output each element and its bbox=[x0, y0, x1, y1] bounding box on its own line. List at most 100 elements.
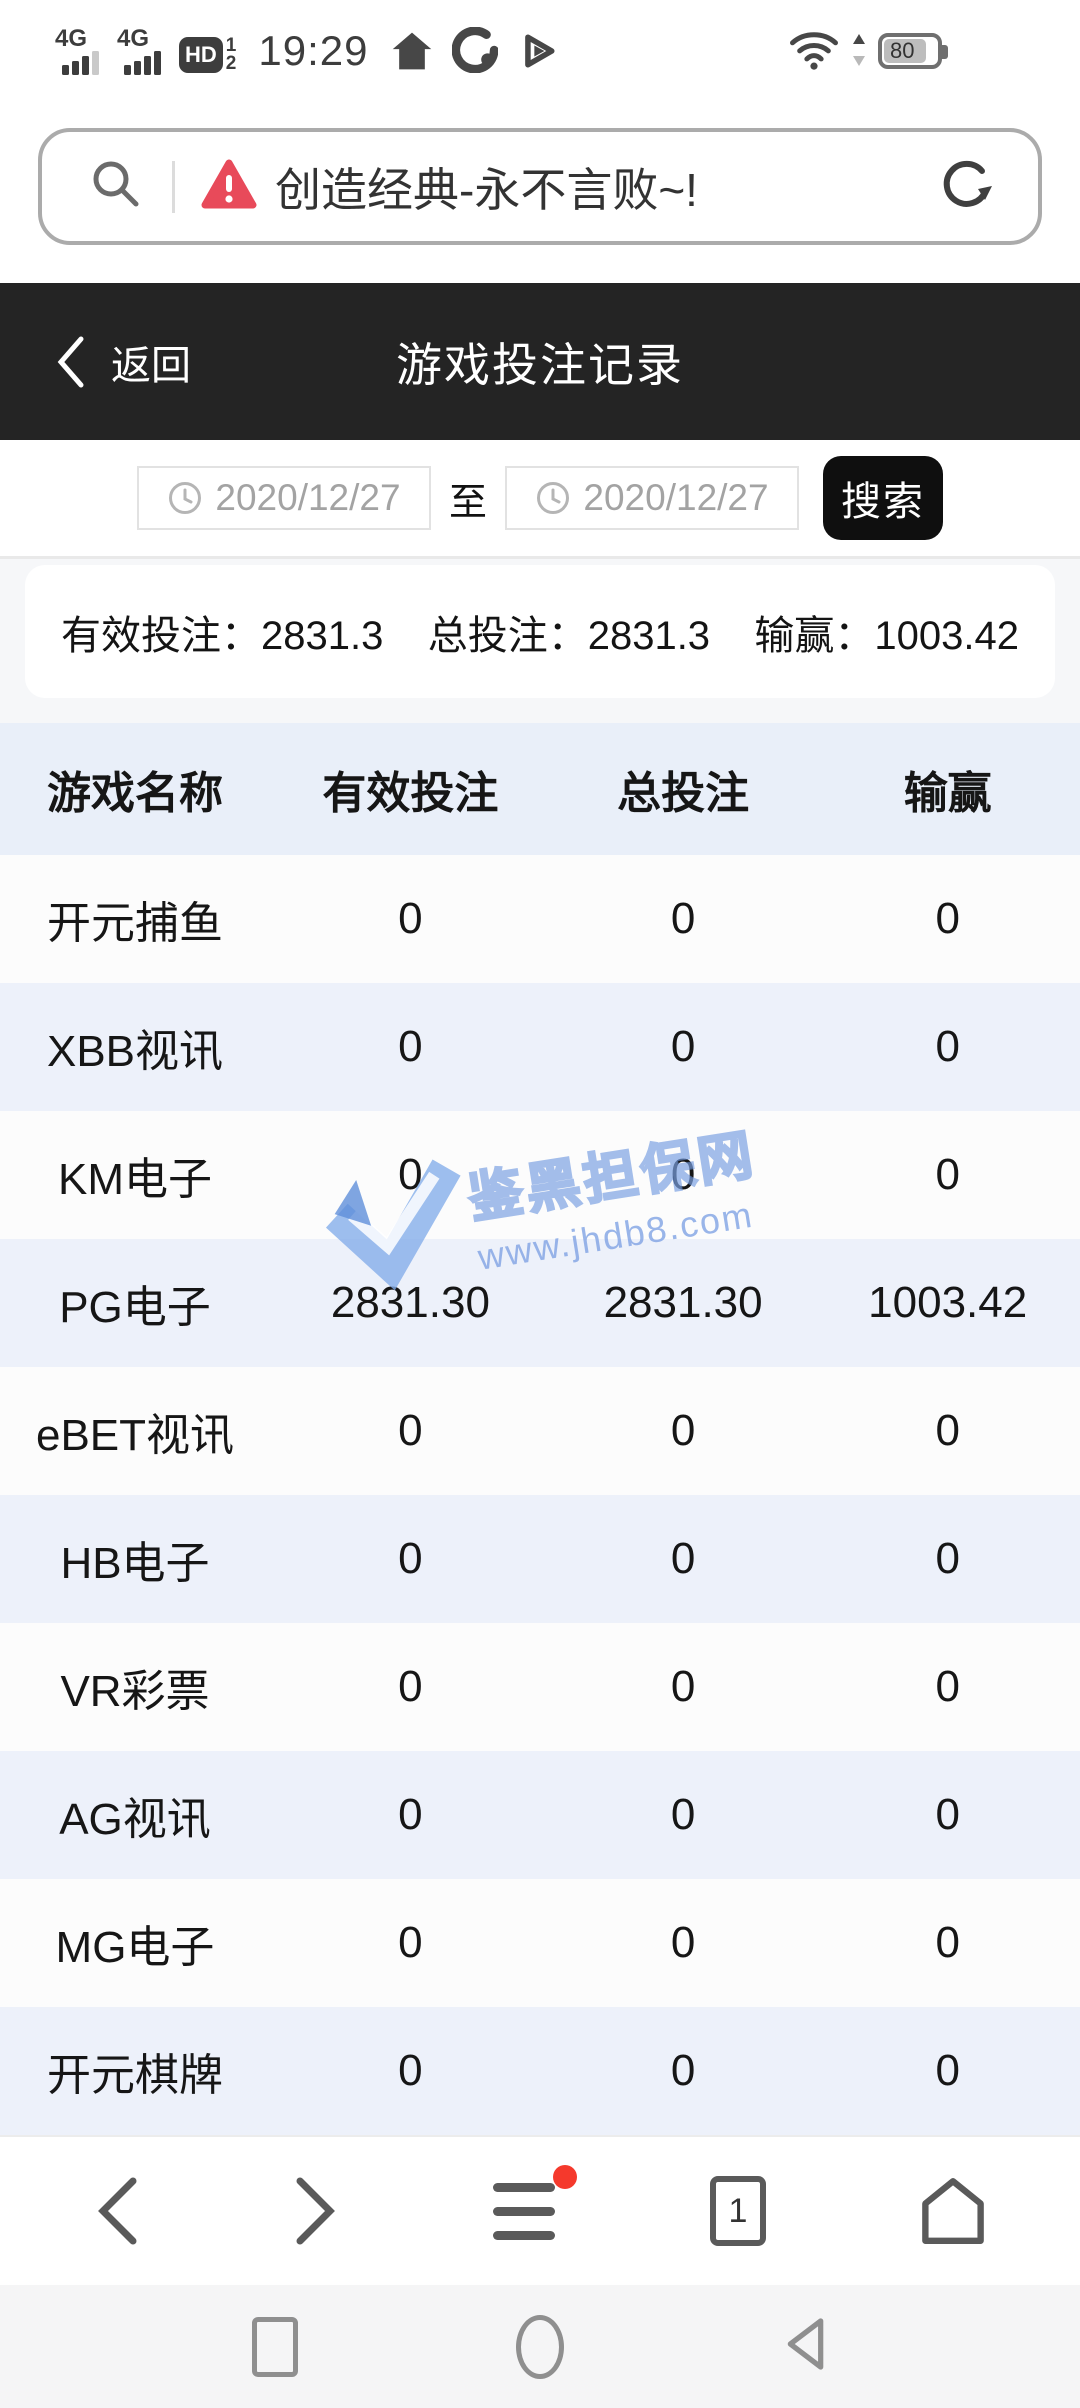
divider bbox=[172, 160, 175, 213]
table-row[interactable]: KM电子 0 0 0 bbox=[0, 1111, 1080, 1239]
table-row[interactable]: XBB视讯 0 0 0 bbox=[0, 983, 1080, 1111]
battery-icon: 80 bbox=[878, 33, 948, 69]
wifi-icon bbox=[788, 27, 840, 73]
search-icon bbox=[90, 158, 142, 215]
refresh-icon[interactable] bbox=[940, 156, 996, 217]
game-name-cell: PG电子 bbox=[59, 1283, 211, 1332]
table-row[interactable]: AG视讯 0 0 0 bbox=[0, 1751, 1080, 1879]
game-name-cell: MG电子 bbox=[55, 1923, 215, 1972]
value-cell: 0 bbox=[670, 1662, 696, 1711]
value-cell: 0 bbox=[935, 1534, 960, 1583]
table-row[interactable]: VR彩票 0 0 0 bbox=[0, 1623, 1080, 1751]
value-cell: 0 bbox=[670, 1150, 696, 1199]
clock-time: 19:29 bbox=[258, 27, 369, 74]
summary-label: 输赢： bbox=[754, 613, 875, 658]
value-cell: 0 bbox=[398, 1790, 423, 1839]
table-row[interactable]: 开元棋牌 0 0 0 bbox=[0, 2007, 1080, 2135]
summary-value: 1003.42 bbox=[874, 613, 1019, 658]
play-notification-icon bbox=[516, 29, 560, 73]
home-nav-button[interactable] bbox=[516, 2314, 564, 2379]
summary-item: 有效投注：2831.3 bbox=[61, 603, 383, 661]
game-name-cell: AG视讯 bbox=[59, 1795, 211, 1844]
table-row[interactable]: HB电子 0 0 0 bbox=[0, 1495, 1080, 1623]
value-cell: 0 bbox=[398, 2046, 423, 2095]
browser-menu-button[interactable] bbox=[493, 2164, 577, 2240]
table-header-row: 游戏名称 有效投注 总投注 输赢 bbox=[0, 723, 1080, 855]
game-name-cell: KM电子 bbox=[58, 1155, 212, 1204]
table-row[interactable]: MG电子 0 0 0 bbox=[0, 1879, 1080, 2007]
menu-icon bbox=[493, 2164, 577, 2240]
value-cell: 0 bbox=[398, 1662, 423, 1711]
browser-toolbar: 1 bbox=[0, 2135, 1080, 2285]
summary-item: 输赢：1003.42 bbox=[754, 603, 1019, 661]
value-cell: 2831.30 bbox=[603, 1278, 763, 1327]
value-cell: 0 bbox=[935, 1662, 960, 1711]
value-cell: 0 bbox=[398, 1022, 423, 1071]
back-nav-button[interactable] bbox=[782, 2314, 828, 2379]
game-name-cell: VR彩票 bbox=[60, 1667, 210, 1716]
browser-forward-button[interactable] bbox=[294, 2175, 338, 2247]
recents-button[interactable] bbox=[252, 2316, 298, 2377]
network-type-label: 4G bbox=[55, 25, 88, 52]
page-header: 返回 游戏投注记录 bbox=[0, 283, 1080, 440]
back-button[interactable]: 返回 bbox=[55, 333, 191, 391]
system-nav-bar bbox=[0, 2285, 1080, 2408]
value-cell: 0 bbox=[670, 2046, 696, 2095]
summary-label: 有效投注： bbox=[61, 613, 261, 658]
divider bbox=[0, 556, 1080, 559]
page-title: 游戏投注记录 bbox=[396, 338, 684, 391]
value-cell: 0 bbox=[935, 1918, 960, 1967]
column-header: 输赢 bbox=[903, 769, 992, 818]
column-header: 有效投注 bbox=[322, 769, 499, 818]
value-cell: 0 bbox=[670, 1406, 696, 1455]
value-cell: 0 bbox=[935, 2046, 960, 2095]
value-cell: 0 bbox=[398, 1918, 423, 1967]
date-from-value: 2020/12/27 bbox=[215, 477, 401, 518]
value-cell: 0 bbox=[670, 1022, 696, 1071]
column-header: 总投注 bbox=[617, 769, 750, 818]
range-separator: 至 bbox=[448, 481, 487, 524]
summary-label: 总投注： bbox=[427, 613, 588, 658]
signal-icon-sim2: 4G bbox=[117, 27, 161, 75]
value-cell: 0 bbox=[398, 894, 423, 943]
date-to-input[interactable]: 2020/12/27 bbox=[505, 466, 799, 530]
browser-back-button[interactable] bbox=[95, 2175, 139, 2247]
game-name-cell: XBB视讯 bbox=[46, 1027, 224, 1076]
warning-icon bbox=[201, 158, 257, 215]
home-icon bbox=[922, 2178, 984, 2244]
value-cell: 0 bbox=[398, 1534, 423, 1583]
value-cell: 0 bbox=[670, 1534, 696, 1583]
value-cell: 0 bbox=[935, 1790, 960, 1839]
browser-tabs-button[interactable]: 1 bbox=[710, 2176, 766, 2246]
value-cell: 0 bbox=[935, 1406, 960, 1455]
value-cell: 0 bbox=[398, 1406, 423, 1455]
value-cell: 0 bbox=[935, 1150, 960, 1199]
value-cell: 0 bbox=[398, 1150, 423, 1199]
game-name-cell: HB电子 bbox=[60, 1539, 210, 1588]
back-button-label: 返回 bbox=[111, 343, 191, 388]
table-row[interactable]: 开元捕鱼 0 0 0 bbox=[0, 855, 1080, 983]
table-row[interactable]: PG电子 2831.30 2831.30 1003.42 bbox=[0, 1239, 1080, 1367]
game-name-cell: 开元捕鱼 bbox=[47, 899, 223, 948]
value-cell: 0 bbox=[935, 894, 960, 943]
summary-section: 有效投注：2831.3 总投注：2831.3 输赢：1003.42 bbox=[0, 559, 1080, 723]
network-arrows-icon bbox=[852, 32, 866, 68]
clock-icon bbox=[169, 482, 202, 514]
browser-address-bar[interactable]: 创造经典-永不言败~! bbox=[38, 128, 1042, 245]
game-name-cell: 开元棋牌 bbox=[47, 2051, 223, 2100]
browser-home-button[interactable] bbox=[921, 2177, 985, 2245]
date-from-input[interactable]: 2020/12/27 bbox=[136, 466, 431, 530]
tab-count-badge: 1 bbox=[710, 2176, 766, 2246]
chevron-left-icon bbox=[57, 336, 84, 387]
table-row[interactable]: eBET视讯 0 0 0 bbox=[0, 1367, 1080, 1495]
address-bar-text: 创造经典-永不言败~! bbox=[275, 163, 698, 216]
value-cell: 1003.42 bbox=[868, 1278, 1028, 1327]
game-name-cell: eBET视讯 bbox=[35, 1411, 235, 1460]
summary-card: 有效投注：2831.3 总投注：2831.3 输赢：1003.42 bbox=[25, 565, 1055, 698]
signal-icon-sim1: 4G bbox=[55, 27, 99, 75]
value-cell: 0 bbox=[935, 1022, 960, 1071]
date-filter-row: 2020/12/27 至 2020/12/27 搜索 bbox=[0, 440, 1080, 556]
search-button[interactable]: 搜索 bbox=[823, 456, 943, 540]
